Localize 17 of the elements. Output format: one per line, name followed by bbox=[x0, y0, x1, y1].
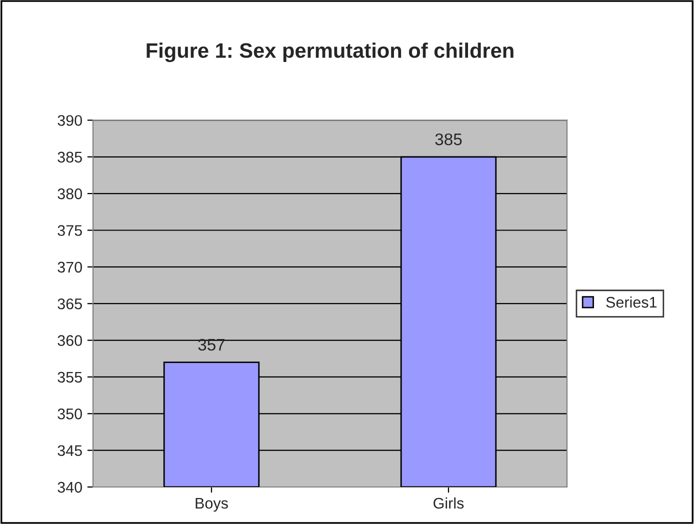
y-tick-label: 380 bbox=[58, 188, 82, 200]
x-tick-label: Boys bbox=[196, 498, 228, 512]
y-tick-label: 360 bbox=[58, 335, 82, 346]
y-tick-label: 390 bbox=[58, 115, 82, 126]
y-tick-label: 370 bbox=[58, 262, 82, 273]
y-tick-label: 345 bbox=[58, 445, 82, 456]
legend-label: Series1 bbox=[606, 296, 657, 308]
y-tick-label: 355 bbox=[58, 372, 82, 383]
x-tick-label: Girls bbox=[434, 497, 464, 509]
y-tick-label: 385 bbox=[58, 152, 82, 163]
data-label: 357 bbox=[198, 338, 225, 351]
y-tick-label: 375 bbox=[58, 225, 82, 236]
chart-title: Figure 1: Sex permutation of children bbox=[146, 42, 514, 62]
y-tick-label: 365 bbox=[58, 298, 82, 310]
y-tick-label: 340 bbox=[58, 482, 82, 493]
data-label: 385 bbox=[435, 133, 462, 146]
y-tick-label: 350 bbox=[58, 408, 82, 420]
